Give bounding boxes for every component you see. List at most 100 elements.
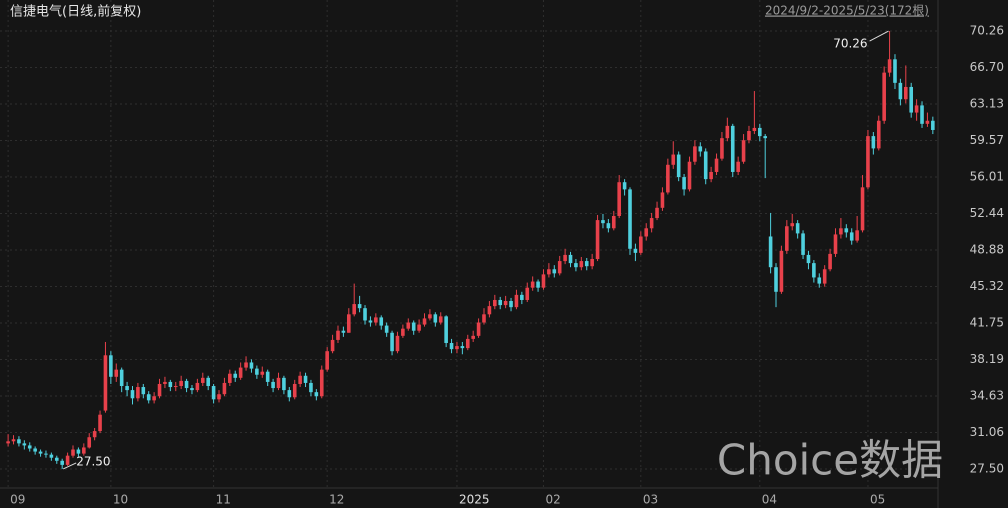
y-tick-label: 48.88 xyxy=(970,243,1004,257)
candle-body xyxy=(476,322,481,336)
candle-body xyxy=(130,390,135,399)
candle-body xyxy=(741,140,746,162)
candle-body xyxy=(190,388,194,391)
candle-body xyxy=(774,267,778,292)
candle-body xyxy=(790,223,795,227)
candle-body xyxy=(179,380,183,387)
candle-body xyxy=(725,125,730,139)
candle-body xyxy=(709,171,713,180)
candle-body xyxy=(217,394,221,400)
candle-body xyxy=(893,59,897,83)
candle-body xyxy=(152,396,156,401)
candle-body xyxy=(314,392,319,397)
candle-body xyxy=(163,381,167,384)
annotation-label: 27.50 xyxy=(76,454,110,468)
candle-body xyxy=(22,443,27,446)
candle-body xyxy=(98,414,102,432)
candle-body xyxy=(336,330,340,340)
candle-body xyxy=(184,380,189,389)
candle-body xyxy=(676,154,681,178)
candle-body xyxy=(520,294,524,300)
candle-body xyxy=(211,386,216,400)
candle-body xyxy=(747,130,751,141)
candle-body xyxy=(119,369,124,387)
candle-body xyxy=(671,154,676,165)
candle-body xyxy=(525,287,530,300)
candle-body xyxy=(795,223,800,234)
candle-body xyxy=(887,59,892,73)
candle-body xyxy=(401,328,405,336)
candle-body xyxy=(649,218,654,229)
candle-body xyxy=(914,105,919,113)
y-tick-label: 41.75 xyxy=(970,316,1004,330)
candle-body xyxy=(460,346,465,349)
candle-body xyxy=(584,261,589,267)
candle-body xyxy=(141,387,146,395)
x-tick-label: 03 xyxy=(643,493,658,507)
candle-body xyxy=(471,335,475,339)
candle-body xyxy=(812,263,816,278)
candle-body xyxy=(260,371,265,375)
candle-body xyxy=(844,228,849,233)
candle-body xyxy=(341,330,346,333)
y-tick-label: 38.19 xyxy=(970,352,1004,366)
y-tick-label: 70.26 xyxy=(970,24,1004,38)
candle-body xyxy=(433,314,438,323)
candle-body xyxy=(244,362,248,368)
x-tick-label: 05 xyxy=(870,493,885,507)
candle-body xyxy=(682,177,686,190)
candle-body xyxy=(71,449,75,456)
x-tick-label: 11 xyxy=(216,493,231,507)
candle-body xyxy=(644,228,649,237)
candle-body xyxy=(622,182,627,190)
candle-body xyxy=(222,382,227,395)
candle-body xyxy=(422,318,427,325)
candle-body xyxy=(325,351,329,370)
candle-body xyxy=(449,342,454,350)
candle-body xyxy=(855,230,859,241)
annotation-arrow xyxy=(62,462,77,470)
watermark: Choice数据 xyxy=(717,436,943,485)
candle-body xyxy=(503,301,508,306)
x-tick-label: 2025 xyxy=(459,493,490,507)
candle-body xyxy=(493,299,497,307)
x-tick-label: 09 xyxy=(10,493,25,507)
candle-body xyxy=(206,377,210,387)
candle-body xyxy=(563,254,567,262)
candle-body xyxy=(898,82,903,100)
candle-body xyxy=(49,454,54,458)
x-tick-label: 12 xyxy=(329,493,344,507)
candle-body xyxy=(465,338,470,349)
y-tick-label: 66.70 xyxy=(970,60,1004,74)
candle-body xyxy=(54,457,59,461)
candle-body xyxy=(444,316,448,343)
candle-body xyxy=(255,368,259,375)
candle-body xyxy=(368,320,373,323)
candle-body xyxy=(238,367,243,378)
annotation-label: 70.26 xyxy=(833,37,867,51)
candle-body xyxy=(698,146,703,152)
candle-body xyxy=(768,236,773,268)
y-tick-label: 45.32 xyxy=(970,279,1004,293)
candle-body xyxy=(346,314,351,333)
x-tick-label: 10 xyxy=(113,493,128,507)
candle-body xyxy=(509,301,513,308)
y-tick-label: 31.06 xyxy=(970,425,1004,439)
candle-body xyxy=(557,261,562,274)
candle-body xyxy=(38,451,43,454)
candle-body xyxy=(876,120,881,149)
candle-body xyxy=(406,322,411,329)
candle-body xyxy=(195,382,200,391)
candle-body xyxy=(660,192,665,208)
candle-body xyxy=(757,127,762,137)
candle-body xyxy=(655,207,659,219)
candle-body xyxy=(833,234,838,254)
candle-body xyxy=(617,182,621,217)
candle-body xyxy=(666,164,670,193)
candle-body xyxy=(411,322,416,331)
candle-body xyxy=(438,316,443,323)
candle-body xyxy=(114,369,119,377)
candle-body xyxy=(736,161,740,172)
candle-body xyxy=(136,387,140,399)
candle-body xyxy=(455,346,459,350)
